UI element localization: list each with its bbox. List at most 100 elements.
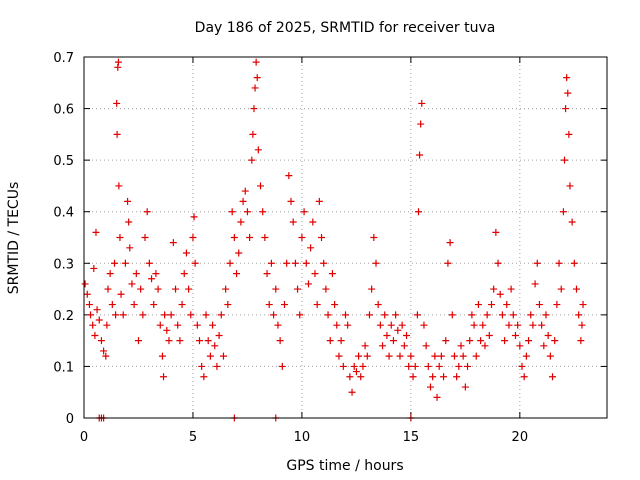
axis-ticks: 0 0.1 0.2 0.3 0.4 0.5 0.6 0.7 0 5 10 15 20 [53,51,607,445]
data-point [411,362,419,370]
data-point [477,337,485,345]
data-point [420,321,428,329]
data-point [505,321,513,329]
data-point [239,197,247,205]
data-point [433,393,441,401]
data-point [163,326,171,334]
data-point [494,259,502,267]
data-point [533,259,541,267]
data-point [257,182,265,190]
data-point [578,321,586,329]
data-point [350,362,358,370]
data-point [291,259,299,267]
data-point [444,259,452,267]
data-point [121,259,129,267]
data-point [348,388,356,396]
data-point [276,337,284,345]
data-point [368,285,376,293]
data-point [139,311,147,319]
data-point [172,285,180,293]
data-point [224,301,232,309]
data-point [265,301,273,309]
data-point [342,311,349,319]
data-point [108,301,116,309]
data-point [387,321,395,329]
data-point [479,321,487,329]
data-point [331,301,339,309]
data-point [235,249,243,257]
data-point [100,347,108,355]
data-point [211,342,219,350]
data-point [394,326,402,334]
data-point [507,285,515,293]
data-point [525,337,533,345]
data-point [206,352,214,360]
data-point [437,352,445,360]
data-point [565,130,573,138]
data-point [424,362,432,370]
data-point [85,301,93,309]
data-point [114,63,122,71]
data-point [503,301,511,309]
data-point [251,84,259,92]
data-point [274,321,282,329]
data-point [339,362,347,370]
data-point [161,311,169,319]
data-point [283,259,291,267]
data-point [83,290,91,298]
data-point [167,311,175,319]
data-point [92,228,100,236]
data-point [538,321,546,329]
data-point [278,362,286,370]
data-point [87,311,95,319]
y-tick-label: 0.6 [53,103,74,118]
data-point [389,337,397,345]
data-point [461,383,469,391]
data-point [577,337,585,345]
data-point [241,187,249,195]
data-point [243,208,251,216]
data-point [409,373,417,381]
data-point [446,239,454,247]
x-tick-label: 5 [189,430,197,445]
data-point [322,285,330,293]
data-point [418,99,426,107]
data-point [396,352,404,360]
data-point [522,352,530,360]
data-point [398,321,406,329]
data-point [572,285,580,293]
data-point [346,373,354,381]
data-point [511,331,519,339]
data-point [365,311,373,319]
data-point [559,208,567,216]
data-point [518,362,526,370]
data-point [152,270,160,278]
data-point [263,270,271,278]
data-point [252,58,260,66]
data-point [453,373,461,381]
data-point [417,120,425,128]
data-point [381,311,389,319]
y-tick-label: 0 [66,412,74,427]
data-point [575,311,583,319]
data-point [185,285,193,293]
data-point [415,208,423,216]
data-point [481,342,489,350]
x-tick-label: 20 [512,430,529,445]
data-point [466,337,474,345]
data-point [198,362,206,370]
data-point [579,301,587,309]
data-point [150,301,158,309]
data-point [259,208,267,216]
data-point [95,316,103,324]
data-point [132,270,140,278]
data-point [551,337,559,345]
data-point [326,337,334,345]
data-point [374,301,382,309]
data-point [222,285,230,293]
data-point [90,264,98,272]
data-point [370,234,378,241]
data-point [563,74,571,82]
data-point [431,352,439,360]
data-point [553,301,561,309]
